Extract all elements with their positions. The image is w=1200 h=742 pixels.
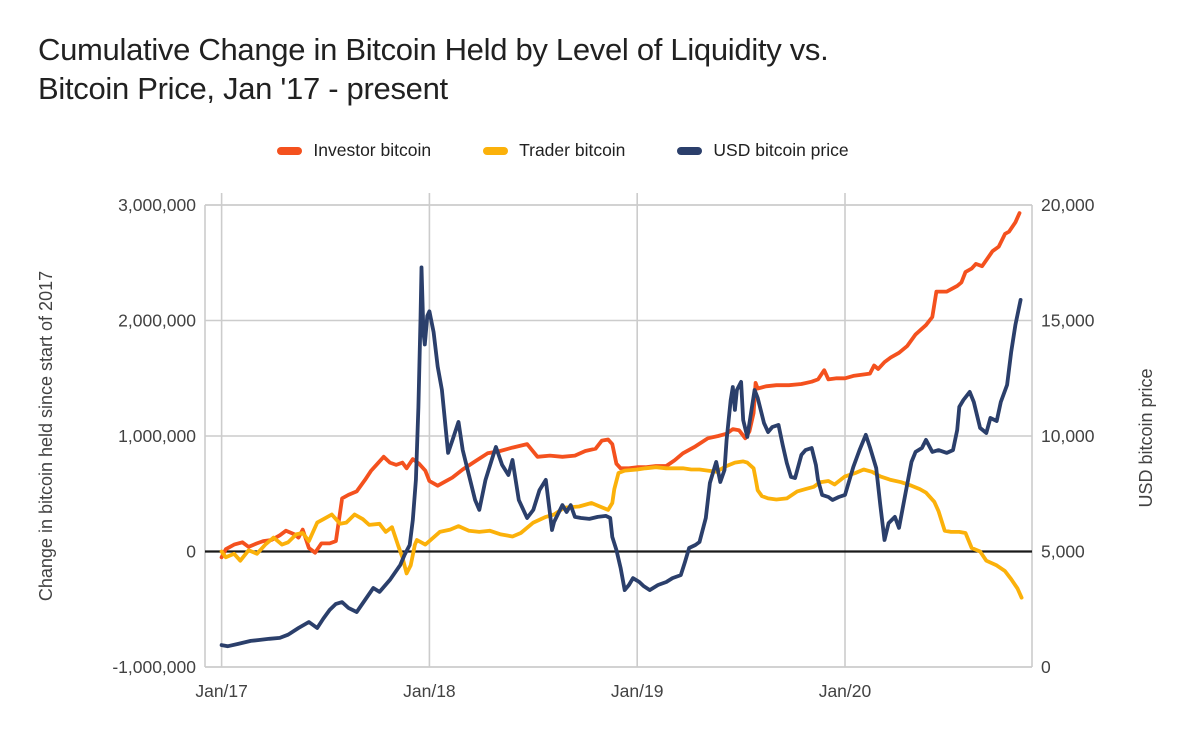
y-right-tick-label: 5,000 [1041,542,1085,562]
x-axis-tick-label: Jan/19 [611,681,664,701]
legend-item-usd-bitcoin-price: USD bitcoin price [677,140,849,161]
y-right-axis-title: USD bitcoin price [1136,368,1156,507]
y-right-tick-label: 10,000 [1041,426,1095,446]
series-line-usd-bitcoin-price [219,265,1023,649]
y-left-tick-label: 1,000,000 [118,426,196,446]
chart-legend: Investor bitcoin Trader bitcoin USD bitc… [0,140,1126,161]
legend-item-investor-bitcoin: Investor bitcoin [277,140,431,161]
series-line-investor-bitcoin [219,211,1022,560]
y-left-tick-label: 0 [186,542,196,562]
y-left-tick-label: 2,000,000 [118,311,196,331]
legend-item-trader-bitcoin: Trader bitcoin [483,140,625,161]
chart-title-line2: Bitcoin Price, Jan '17 - present [38,71,448,106]
legend-label-usd-bitcoin-price: USD bitcoin price [713,140,849,160]
chart-title: Cumulative Change in Bitcoin Held by Lev… [38,30,1168,108]
trader-bitcoin-swatch-icon [483,146,509,155]
x-axis-tick-label: Jan/20 [819,681,872,701]
legend-label-investor-bitcoin: Investor bitcoin [313,140,432,160]
x-axis-tick-label: Jan/18 [403,681,456,701]
series-line-trader-bitcoin [219,459,1024,600]
x-axis-tick-label: Jan/17 [195,681,248,701]
investor-bitcoin-swatch-icon [277,146,303,155]
chart-title-line1: Cumulative Change in Bitcoin Held by Lev… [38,32,829,67]
legend-label-trader-bitcoin: Trader bitcoin [519,140,626,160]
usd-bitcoin-price-swatch-icon [677,146,703,155]
y-left-tick-label: -1,000,000 [112,657,196,677]
y-right-tick-label: 15,000 [1041,311,1095,331]
y-right-tick-label: 20,000 [1041,195,1095,215]
y-left-axis-title: Change in bitcoin held since start of 20… [36,271,56,601]
y-left-tick-label: 3,000,000 [118,195,196,215]
y-right-tick-label: 0 [1041,657,1051,677]
